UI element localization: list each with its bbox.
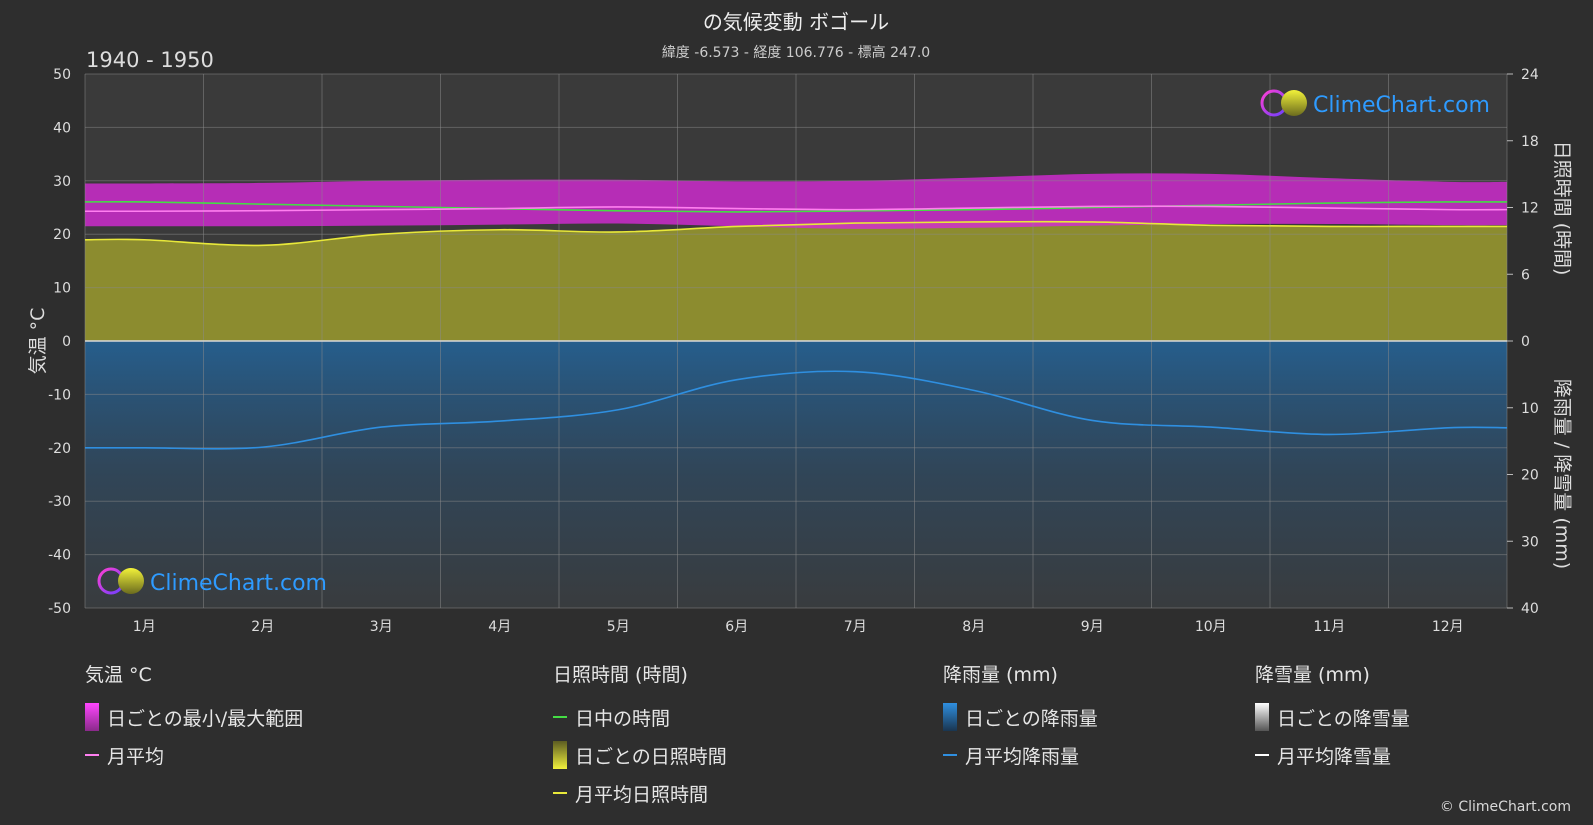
left-tick-label: -40 [48, 548, 71, 564]
sunshine-mean-line [84, 220, 1507, 247]
legend-item: 日中の時間 [553, 698, 727, 736]
legend-item: 日ごとの降雨量 [943, 698, 1098, 736]
right-tick-label: 20 [1521, 468, 1539, 484]
copyright: © ClimeChart.com [1439, 799, 1571, 815]
legend-title: 日照時間 (時間) [553, 664, 688, 686]
left-tick-label: -30 [48, 494, 71, 510]
right-tick-label: 6 [1521, 267, 1530, 283]
x-tick-label: 6月 [725, 619, 748, 635]
watermark-bottom: ClimeChart.com [97, 567, 327, 596]
legend-item: 日ごとの日照時間 [553, 736, 727, 774]
legend-item: 日ごとの最小/最大範囲 [85, 698, 303, 736]
x-tick-label: 3月 [370, 619, 393, 635]
sunshine-swatch [553, 741, 567, 769]
logo-sun-icon [1281, 90, 1307, 116]
plot-area [84, 73, 1508, 609]
right-tick-label: 24 [1521, 67, 1539, 83]
watermark-top: ClimeChart.com [1260, 89, 1490, 118]
right-tick-label: 18 [1521, 134, 1539, 150]
climate-chart: の気候変動 ボゴール 緯度 -6.573 - 経度 106.776 - 標高 2… [27, 10, 1573, 635]
legend-title: 気温 °C [85, 664, 152, 686]
left-tick-label: -10 [48, 387, 71, 403]
x-tick-label: 4月 [488, 619, 511, 635]
snow-swatch [1255, 703, 1269, 731]
x-tick-label: 12月 [1432, 619, 1464, 635]
right-axis-bottom-label: 降雨量 / 降雪量 (mm) [1551, 379, 1573, 569]
legend-temperature: 気温 °C 日ごとの最小/最大範囲 月平均 [85, 660, 303, 774]
left-tick-label: -20 [48, 441, 71, 457]
temp-range-swatch [85, 703, 99, 731]
right-tick-label: 0 [1521, 334, 1530, 350]
watermark-text: ClimeChart.com [150, 571, 327, 596]
legend-item: 日ごとの降雪量 [1255, 698, 1410, 736]
x-tick-label: 1月 [133, 619, 156, 635]
right-tick-label: 30 [1521, 534, 1539, 550]
temperature-mean-line [84, 205, 1508, 213]
daylight-line [84, 200, 1508, 213]
legend-item: 月平均降雪量 [1255, 736, 1410, 774]
left-tick-label: 50 [53, 67, 71, 83]
x-tick-label: 11月 [1313, 619, 1345, 635]
right-tick-label: 10 [1521, 401, 1539, 417]
period-label: 1940 - 1950 [86, 48, 214, 72]
daylight-swatch [553, 716, 567, 718]
legend-title: 降雪量 (mm) [1255, 664, 1370, 686]
watermark-text: ClimeChart.com [1313, 93, 1490, 118]
right-axis-top-label: 日照時間 (時間) [1551, 141, 1573, 276]
left-axis-label: 気温 °C [27, 308, 49, 375]
chart-title: の気候変動 ボゴール [703, 10, 889, 34]
left-tick-label: 10 [53, 281, 71, 297]
left-tick-label: 30 [53, 174, 71, 190]
legend-item: 月平均降雨量 [943, 736, 1098, 774]
legend-rain: 降雨量 (mm) 日ごとの降雨量 月平均降雨量 [943, 660, 1098, 774]
left-tick-label: 0 [62, 334, 71, 350]
x-tick-label: 5月 [607, 619, 630, 635]
x-tick-label: 10月 [1195, 619, 1227, 635]
x-tick-label: 7月 [844, 619, 867, 635]
x-tick-label: 2月 [251, 619, 274, 635]
right-tick-label: 40 [1521, 601, 1539, 617]
x-tick-label: 9月 [1081, 619, 1104, 635]
snow-mean-swatch [1255, 754, 1269, 756]
legend-item: 月平均日照時間 [553, 774, 727, 812]
legend-sunshine: 日照時間 (時間) 日中の時間 日ごとの日照時間 月平均日照時間 [553, 660, 727, 812]
rain-mean-swatch [943, 754, 957, 756]
rain-mean-line [84, 370, 1508, 450]
left-tick-label: 20 [53, 227, 71, 243]
rain-swatch [943, 703, 957, 731]
left-tick-label: 40 [53, 120, 71, 136]
sunshine-mean-swatch [553, 792, 567, 794]
legend-title: 降雨量 (mm) [943, 664, 1058, 686]
temp-mean-swatch [85, 754, 99, 756]
x-tick-label: 8月 [962, 619, 985, 635]
logo-sun-icon [118, 568, 144, 594]
legend-item: 月平均 [85, 736, 303, 774]
chart-subtitle: 緯度 -6.573 - 経度 106.776 - 標高 247.0 [662, 44, 930, 61]
left-tick-label: -50 [48, 601, 71, 617]
right-tick-label: 12 [1521, 201, 1539, 217]
legend-snow: 降雪量 (mm) 日ごとの降雪量 月平均降雪量 [1255, 660, 1410, 774]
